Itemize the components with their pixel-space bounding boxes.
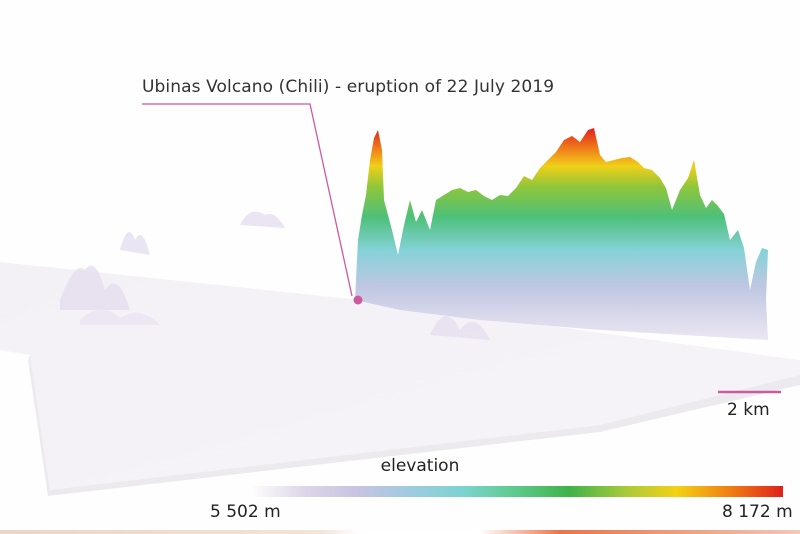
scale-bar-label: 2 km bbox=[727, 400, 770, 420]
annotation-label: Ubinas Volcano (Chili) - eruption of 22 … bbox=[142, 77, 555, 97]
terrain-base-plane bbox=[0, 262, 800, 490]
bottom-edge-strip bbox=[0, 530, 800, 534]
legend-min-label: 5 502 m bbox=[210, 502, 281, 522]
legend-color-bar bbox=[250, 486, 783, 497]
low-relief bbox=[60, 211, 490, 340]
high-relief bbox=[355, 128, 768, 340]
volcano-marker bbox=[353, 295, 363, 305]
annotation-leader-line bbox=[142, 103, 353, 297]
legend-max-label: 8 172 m bbox=[722, 502, 793, 522]
legend-title: elevation bbox=[380, 456, 460, 476]
